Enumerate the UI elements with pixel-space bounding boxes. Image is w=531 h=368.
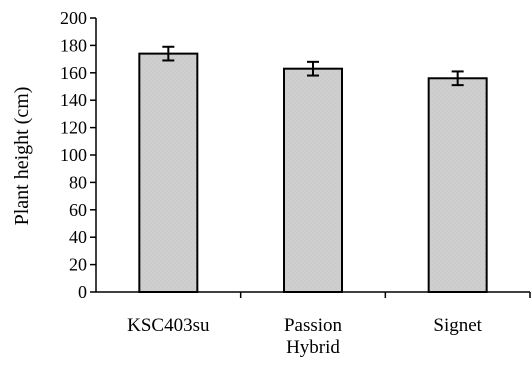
x-category-label: KSC403su [127, 315, 210, 336]
y-axis-ticks: 0 20 40 60 80 100 120 140 160 180 200 [60, 8, 96, 302]
y-tick-label: 60 [69, 200, 87, 220]
error-bar [451, 70, 464, 87]
y-tick-label: 120 [60, 118, 87, 138]
y-tick-label: 140 [60, 90, 87, 110]
x-category-label: Passion [284, 315, 343, 336]
bar [283, 67, 343, 293]
y-tick-label: 20 [69, 255, 87, 275]
axes [95, 18, 531, 298]
y-tick-label: 160 [60, 63, 87, 83]
error-bars [162, 45, 464, 87]
bar [138, 52, 199, 294]
bars [138, 52, 488, 294]
y-tick-label: 80 [69, 172, 87, 192]
y-tick-label: 100 [60, 145, 87, 165]
y-tick-label: 200 [60, 8, 87, 28]
y-axis-label: Plant height (cm) [11, 87, 33, 226]
error-bar [307, 60, 319, 77]
bar [427, 77, 488, 293]
y-tick-label: 40 [69, 227, 87, 247]
y-tick-label: 0 [78, 282, 87, 302]
error-bar [162, 45, 175, 62]
x-category-label: Hybrid [286, 337, 340, 358]
x-category-label: Signet [433, 315, 482, 336]
y-tick-label: 180 [60, 35, 87, 55]
